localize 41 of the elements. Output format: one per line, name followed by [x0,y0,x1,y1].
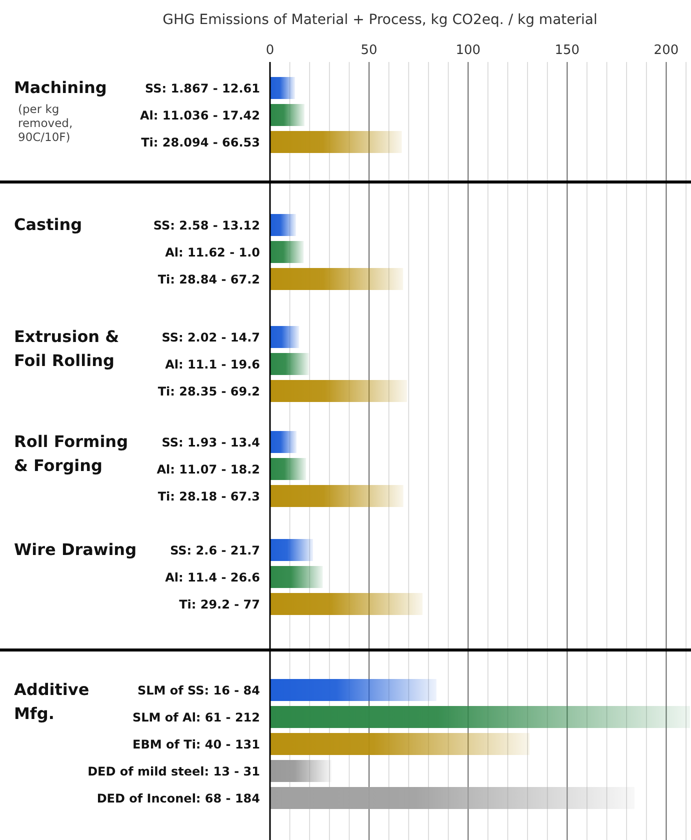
text: Machining [14,78,107,97]
x-tick-label: 0 [266,43,274,58]
x-tick-label: 150 [554,43,580,58]
bar [270,104,305,126]
bar [270,733,530,755]
y-tick-label: SS: 2.02 - 14.7 [162,330,260,344]
y-tick-label: SS: 2.58 - 13.12 [153,218,260,232]
y-tick-label: SLM of SS: 16 - 84 [137,684,260,698]
y-tick-label: EBM of Ti: 40 - 131 [132,738,260,752]
bar [270,77,295,99]
text: (per kg removed, 90C/10F) [18,102,73,144]
text: Additive Mfg. [14,680,90,723]
bar [270,760,332,782]
x-tick-label: 200 [654,43,679,58]
x-tick-label: 100 [456,43,481,58]
bar [270,787,635,809]
y-tick-label: DED of Inconel: 68 - 184 [96,792,260,806]
bar [270,706,690,728]
y-tick-label: Al: 11.036 - 17.42 [140,108,260,122]
y-tick-label: SLM of Al: 61 - 212 [132,710,260,724]
bar [270,679,436,701]
y-tick-label: DED of mild steel: 13 - 31 [88,764,260,778]
y-tick-label: Ti: 29.2 - 77 [179,598,260,612]
y-tick-label: Al: 11.62 - 1.0 [165,246,260,260]
y-tick-label: Al: 11.07 - 18.2 [156,462,260,476]
y-tick-label: Ti: 28.84 - 67.2 [158,272,260,286]
text: Extrusion & Foil Rolling [14,327,120,370]
y-tick-label: Ti: 28.18 - 67.3 [158,490,260,504]
y-tick-label: Al: 11.1 - 19.6 [165,358,260,372]
x-axis-title: GHG Emissions of Material + Process, kg CO2eq. / kg material [162,12,598,28]
text: Roll Forming & Forging [14,432,128,475]
text: Wire Drawing [14,540,137,559]
bar [270,131,402,153]
y-tick-label: SS: 1.93 - 13.4 [162,436,260,450]
y-tick-label: Ti: 28.094 - 66.53 [141,136,260,150]
y-tick-label: SS: 1.867 - 12.61 [145,82,260,96]
x-tick-label: 50 [360,43,378,58]
y-tick-label: SS: 2.6 - 21.7 [170,544,260,558]
y-tick-label: Al: 11.4 - 26.6 [165,570,260,584]
text: Casting [14,215,82,234]
y-tick-label: Ti: 28.35 - 69.2 [158,384,260,398]
